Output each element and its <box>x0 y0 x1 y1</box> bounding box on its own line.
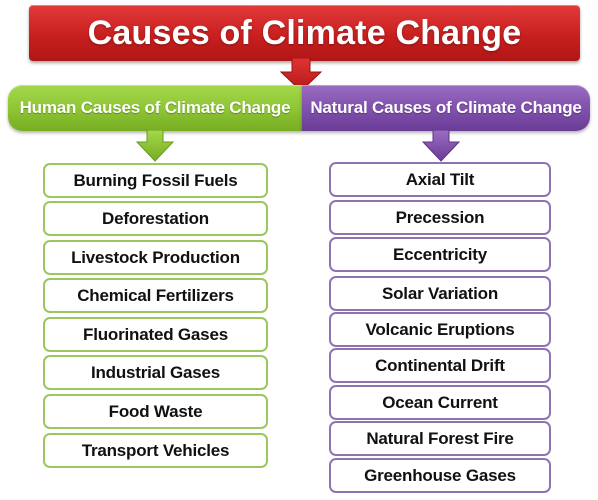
natural-cause-label: Continental Drift <box>375 355 505 375</box>
human-cause-item: Deforestation <box>43 201 268 236</box>
human-causes-header: Human Causes of Climate Change <box>8 85 302 131</box>
natural-down-arrow-icon <box>421 130 461 162</box>
natural-cause-item: Solar Variation <box>329 276 551 311</box>
natural-cause-item: Axial Tilt <box>329 162 551 197</box>
natural-cause-label: Greenhouse Gases <box>364 465 516 485</box>
natural-cause-item: Volcanic Eruptions <box>329 312 551 347</box>
human-cause-item: Food Waste <box>43 394 268 429</box>
natural-cause-item: Natural Forest Fire <box>329 421 551 456</box>
human-cause-item: Fluorinated Gases <box>43 317 268 352</box>
diagram-title: Causes of Climate Change <box>87 13 522 52</box>
human-cause-label: Chemical Fertilizers <box>77 285 234 305</box>
natural-cause-item: Ocean Current <box>329 385 551 420</box>
human-cause-label: Burning Fossil Fuels <box>73 170 238 190</box>
natural-cause-label: Ocean Current <box>382 392 498 412</box>
natural-cause-label: Volcanic Eruptions <box>365 319 515 339</box>
title-down-arrow-icon <box>279 58 323 92</box>
natural-cause-label: Natural Forest Fire <box>366 428 514 448</box>
human-cause-item: Chemical Fertilizers <box>43 278 268 313</box>
human-cause-item: Transport Vehicles <box>43 433 268 468</box>
title-banner: Causes of Climate Change <box>29 5 580 61</box>
human-cause-label: Food Waste <box>108 401 203 421</box>
natural-cause-item: Greenhouse Gases <box>329 458 551 493</box>
natural-cause-item: Eccentricity <box>329 237 551 272</box>
human-cause-item: Burning Fossil Fuels <box>43 163 268 198</box>
natural-cause-label: Precession <box>395 207 485 227</box>
natural-cause-label: Axial Tilt <box>405 169 475 189</box>
human-cause-item: Industrial Gases <box>43 355 268 390</box>
natural-cause-item: Continental Drift <box>329 348 551 383</box>
human-cause-label: Industrial Gases <box>90 362 221 382</box>
human-cause-item: Livestock Production <box>43 240 268 275</box>
human-cause-label: Transport Vehicles <box>81 440 230 460</box>
human-causes-label: Human Causes of Climate Change <box>19 98 291 117</box>
natural-causes-label: Natural Causes of Climate Change <box>310 98 582 117</box>
human-cause-label: Livestock Production <box>71 247 240 267</box>
human-cause-label: Fluorinated Gases <box>83 324 228 344</box>
natural-cause-label: Eccentricity <box>393 244 487 264</box>
natural-cause-item: Precession <box>329 200 551 235</box>
human-cause-label: Deforestation <box>102 208 209 228</box>
human-down-arrow-icon <box>135 130 175 162</box>
natural-cause-label: Solar Variation <box>381 283 499 303</box>
natural-causes-header: Natural Causes of Climate Change <box>302 85 590 131</box>
